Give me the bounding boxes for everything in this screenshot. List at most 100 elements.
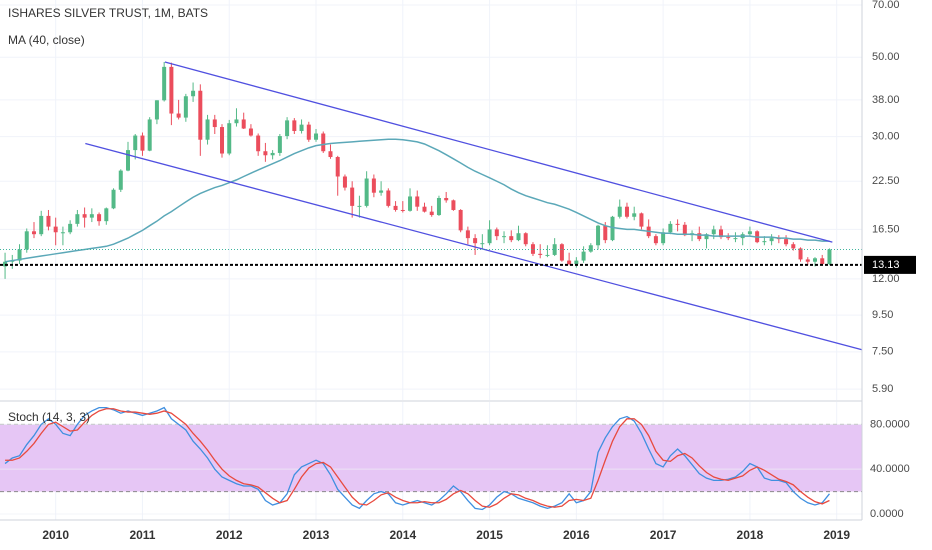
candle-body	[675, 223, 680, 225]
y-tick-label: 16.50	[872, 223, 900, 235]
candle-body	[263, 151, 268, 156]
y-tick-label: 5.90	[872, 383, 893, 395]
y-tick-label: 7.50	[872, 346, 893, 358]
y-tick-label: 80.0000	[870, 418, 910, 430]
stoch-line	[4, 406, 830, 511]
chart-title: ISHARES SILVER TRUST, 1M, BATS	[8, 6, 208, 20]
candle-body	[444, 197, 449, 201]
candle-body	[24, 231, 29, 250]
candle-body	[617, 206, 622, 217]
candle-body	[371, 178, 376, 193]
stoch-line	[5, 408, 830, 508]
candle-body	[386, 190, 391, 206]
candle-body	[350, 187, 355, 206]
candle-body	[234, 119, 239, 124]
candle-body	[97, 214, 102, 222]
candle-body	[140, 135, 145, 151]
candle-body	[256, 135, 261, 152]
candle-body	[530, 244, 535, 254]
candle-body	[632, 213, 637, 217]
candle-body	[46, 215, 51, 227]
candle-body	[198, 90, 203, 140]
candle-body	[711, 229, 716, 235]
x-tick-label: 2014	[389, 528, 416, 542]
candle-body	[53, 226, 58, 233]
candle-body	[791, 244, 796, 249]
candle-body	[169, 66, 174, 114]
candle-body	[342, 176, 347, 188]
x-tick-label: 2015	[476, 528, 503, 542]
y-tick-label: 50.00	[872, 51, 900, 63]
trend-line	[164, 61, 833, 243]
candle-body	[581, 251, 586, 261]
candle-body	[639, 213, 644, 227]
candle-body	[89, 214, 94, 218]
candle-body	[17, 249, 22, 261]
price-tag	[864, 255, 916, 274]
price-tag-label: 13.13	[872, 259, 900, 271]
candle-body	[205, 119, 210, 140]
candle-body	[39, 215, 44, 235]
candle-body	[653, 236, 658, 244]
candle-body	[118, 170, 123, 190]
grid	[0, 0, 862, 520]
candle-body	[769, 238, 774, 242]
candle-body	[827, 249, 832, 265]
candle-body	[502, 236, 507, 238]
candle-body	[682, 224, 687, 236]
candle-body	[812, 258, 817, 262]
x-tick-label: 2019	[823, 528, 850, 542]
candle-body	[306, 124, 311, 140]
candle-body	[212, 119, 217, 128]
candle-body	[314, 133, 319, 140]
candle-body	[509, 236, 514, 241]
candle-body	[292, 120, 297, 131]
y-tick-label: 40.0000	[870, 463, 910, 475]
candle-body	[162, 66, 167, 101]
y-tick-label: 9.50	[872, 309, 893, 321]
candle-body	[104, 208, 109, 222]
candle-body	[408, 196, 413, 211]
candle-body	[422, 206, 427, 212]
candle-body	[668, 223, 673, 233]
candle-body	[762, 241, 767, 243]
candle-body	[747, 231, 752, 235]
candle-body	[697, 233, 702, 240]
y-tick-label: 12.00	[872, 273, 900, 285]
stoch-band	[0, 424, 862, 492]
candle-body	[704, 234, 709, 240]
x-tick-label: 2011	[129, 528, 155, 542]
x-tick-label: 2013	[303, 528, 330, 542]
candle-body	[516, 233, 521, 241]
candle-body	[379, 190, 384, 193]
candle-body	[523, 233, 528, 245]
candle-body	[538, 253, 543, 255]
candle-body	[624, 206, 629, 217]
candle-body	[147, 119, 152, 151]
x-tick-label: 2012	[216, 528, 243, 542]
x-tick-label: 2010	[42, 528, 69, 542]
candle-body	[357, 205, 362, 207]
candle-body	[75, 214, 80, 224]
candle-body	[487, 229, 492, 244]
candle-body	[277, 136, 282, 153]
candle-body	[465, 230, 470, 239]
candle-body	[111, 189, 116, 209]
candle-body	[335, 157, 340, 177]
candle-body	[299, 124, 304, 131]
candle-body	[125, 150, 130, 171]
y-tick-label: 22.50	[872, 175, 900, 187]
candle-body	[726, 237, 731, 239]
candle-body	[805, 259, 810, 262]
candle-body	[436, 197, 441, 216]
candle-body	[473, 238, 478, 244]
candle-body	[588, 245, 593, 252]
stoch-legend: Stoch (14, 3, 3)	[8, 410, 90, 424]
y-tick-label: 70.00	[872, 0, 900, 11]
candle-body	[133, 135, 138, 151]
candle-body	[227, 123, 232, 154]
candle-body	[176, 113, 181, 118]
candle-body	[68, 223, 73, 233]
candle-body	[574, 260, 579, 265]
candle-body	[603, 225, 608, 241]
